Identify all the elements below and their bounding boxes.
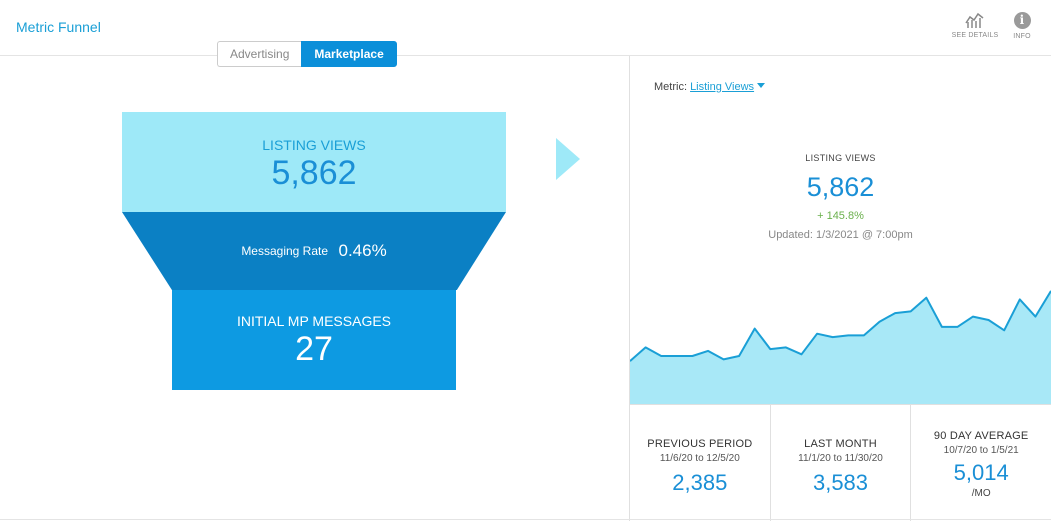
metric-dropdown[interactable]: Listing Views: [690, 81, 755, 93]
funnel-stage-messaging-rate[interactable]: [122, 212, 506, 290]
stat-value: 2,385: [672, 470, 728, 495]
stat-previous-period: PREVIOUS PERIOD 11/6/20 to 12/5/20 2,385: [630, 405, 771, 521]
sparkline-area: [630, 290, 1051, 404]
chart-icon: [965, 12, 984, 28]
funnel-stage-initial-messages[interactable]: INITIAL MP MESSAGES 27: [172, 290, 456, 390]
panel-divider: [629, 56, 630, 521]
stat-last-month: LAST MONTH 11/1/20 to 11/30/20 3,583: [771, 405, 912, 521]
toggle-advertising[interactable]: Advertising: [217, 41, 302, 67]
funnel-top-label: LISTING VIEWS: [262, 137, 366, 153]
stat-label: PREVIOUS PERIOD: [647, 438, 753, 450]
stat-dates: 11/1/20 to 11/30/20: [798, 453, 883, 464]
caret-down-icon[interactable]: [757, 83, 766, 88]
period-stats: PREVIOUS PERIOD 11/6/20 to 12/5/20 2,385…: [630, 404, 1051, 521]
header: Metric Funnel SEE DETAILS i INFO: [0, 0, 1051, 56]
info-label: INFO: [1013, 33, 1031, 40]
sparkline-line: [630, 290, 1051, 362]
info-button[interactable]: i INFO: [1008, 12, 1036, 40]
funnel-stage-listing-views[interactable]: LISTING VIEWS 5,862: [122, 112, 506, 212]
metric-label: Metric:: [654, 81, 687, 93]
summary-change: + 145.8%: [817, 210, 864, 222]
listing-views-sparkline: [630, 290, 1051, 404]
selected-stage-arrow-icon: [556, 138, 580, 180]
stat-dates: 10/7/20 to 1/5/21: [943, 445, 1019, 456]
page-title: Metric Funnel: [16, 19, 101, 35]
stat-value: 3,583: [812, 470, 869, 495]
funnel-rate-value: 0.46%: [338, 241, 387, 260]
funnel-rate: Messaging Rate 0.46%: [122, 241, 506, 261]
stat-label: LAST MONTH: [804, 438, 877, 450]
stat-dates: 11/6/20 to 12/5/20: [659, 453, 740, 464]
stat-value: 5,014: [953, 460, 1009, 485]
metric-selector: Metric: Listing Views: [654, 81, 766, 93]
see-details-button[interactable]: SEE DETAILS: [951, 12, 999, 39]
summary-value: 5,862: [806, 172, 875, 202]
channel-toggle: Advertising Marketplace: [217, 41, 397, 67]
stat-90-day-average: 90 DAY AVERAGE 10/7/20 to 1/5/21 5,014 /…: [911, 405, 1051, 521]
funnel-bottom-label: INITIAL MP MESSAGES: [236, 313, 392, 329]
stat-label: 90 DAY AVERAGE: [933, 430, 1029, 442]
summary-updated: Updated: 1/3/2021 @ 7:00pm: [768, 229, 913, 241]
funnel-top-value: 5,862: [271, 154, 357, 192]
summary-label: LISTING VIEWS: [805, 153, 876, 163]
toggle-marketplace[interactable]: Marketplace: [301, 41, 397, 67]
funnel-bottom-value: 27: [295, 330, 333, 368]
stat-unit: /MO: [971, 488, 991, 499]
funnel-rate-label: Messaging Rate: [241, 244, 329, 258]
bottom-border: [0, 519, 1051, 520]
info-icon: i: [1013, 12, 1031, 29]
see-details-label: SEE DETAILS: [951, 32, 999, 39]
